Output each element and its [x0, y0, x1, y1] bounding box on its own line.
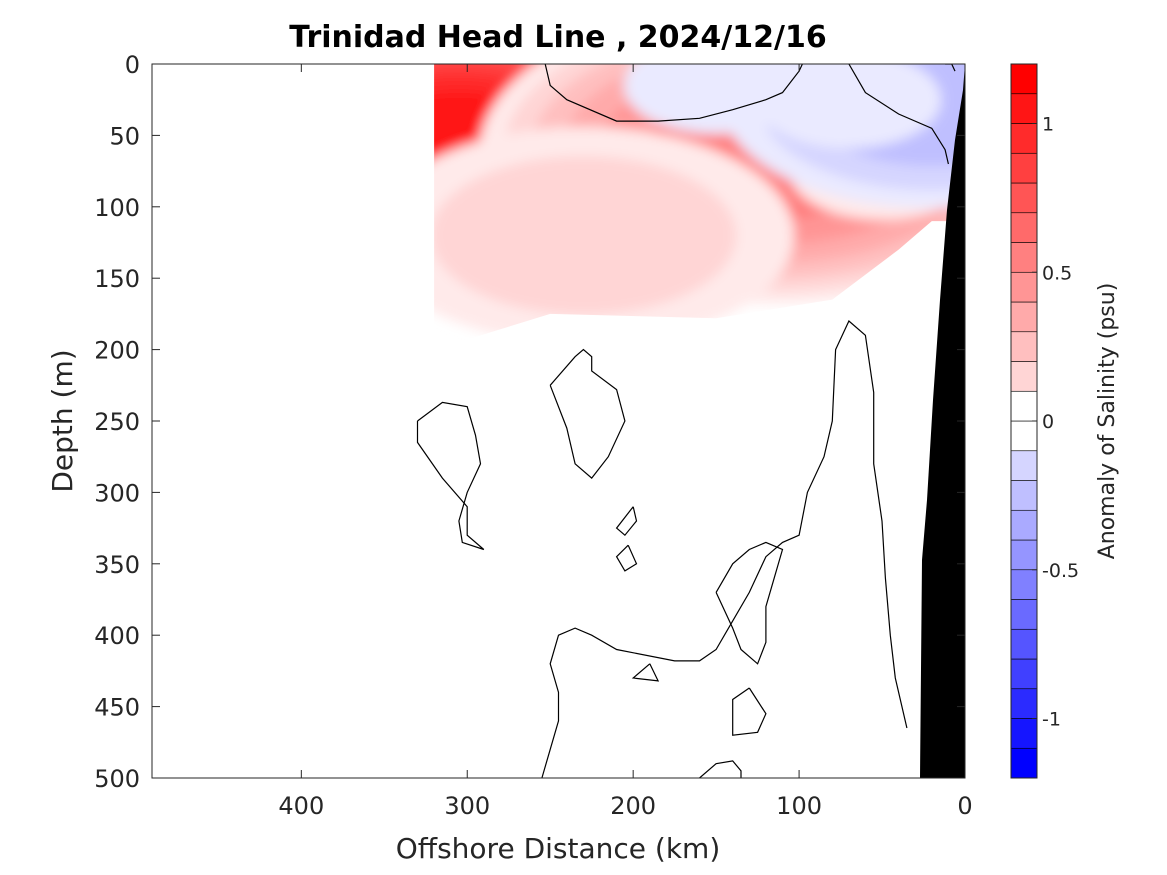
- y-tick-label: 50: [109, 122, 140, 150]
- x-tick-label: 100: [776, 792, 822, 820]
- colorbar-tick-label: 1: [1042, 114, 1054, 136]
- chart-title: Trinidad Head Line , 2024/12/16: [289, 20, 826, 55]
- zero-contour-line: [615, 544, 638, 572]
- y-tick-label: 250: [94, 408, 140, 436]
- colorbar-segment: [1010, 271, 1038, 303]
- anomaly-level-2-2: [430, 156, 737, 315]
- colorbar-segment: [1010, 123, 1038, 154]
- y-tick-label: 100: [94, 194, 140, 222]
- anomaly-field: [152, 64, 965, 778]
- colorbar-segment: [1010, 390, 1038, 422]
- colorbar-segment: [1010, 747, 1038, 779]
- y-tick-label: 300: [94, 479, 140, 507]
- colorbar-segment: [1010, 152, 1038, 184]
- x-tick-label: 0: [957, 792, 972, 820]
- colorbar-tick-label: -1: [1042, 709, 1061, 731]
- colorbar-segment: [1010, 301, 1038, 333]
- y-tick-label: 400: [94, 622, 140, 650]
- y-tick-label: 450: [94, 694, 140, 722]
- zero-contour-line: [541, 320, 908, 778]
- y-axis: 0 50 100 150 200 250 300 350 400 450 500: [94, 51, 965, 793]
- y-tick-label: 200: [94, 337, 140, 365]
- colorbar-segment: [1010, 63, 1038, 95]
- zero-contour-line: [848, 64, 949, 165]
- zero-contour-line: [715, 541, 784, 665]
- colorbar-segment: [1010, 718, 1038, 749]
- colorbar-title: Anomaly of Salinity (psu): [1095, 283, 1120, 560]
- colorbar-segment: [1010, 420, 1038, 452]
- y-tick-label: 350: [94, 551, 140, 579]
- no-data-mask: [152, 64, 435, 778]
- y-axis-title: Depth (m): [46, 349, 79, 492]
- colorbar-segment: [1010, 509, 1038, 541]
- colorbar-segment: [1010, 361, 1038, 392]
- colorbar-segment: [1010, 539, 1038, 571]
- zero-contour-line: [549, 348, 626, 479]
- zero-contour-lines: [416, 64, 956, 778]
- y-tick-label: 150: [94, 265, 140, 293]
- zero-contour-line: [416, 401, 485, 551]
- colorbar-segment: [1010, 658, 1038, 690]
- colorbar: 1 0.5 0 -0.5 -1: [1010, 63, 1079, 779]
- colorbar-segment: [1010, 331, 1038, 362]
- zero-contour-line: [615, 506, 638, 537]
- x-tick-label: 200: [610, 792, 656, 820]
- colorbar-segment: [1010, 569, 1038, 600]
- colorbar-segment: [1010, 450, 1038, 481]
- x-tick-label: 400: [278, 792, 324, 820]
- colorbar-tick-label: -0.5: [1042, 560, 1079, 582]
- y-tick-label: 500: [94, 765, 140, 793]
- colorbar-segment: [1010, 93, 1038, 124]
- colorbar-segment: [1010, 212, 1038, 243]
- colorbar-tick-label: 0.5: [1042, 262, 1072, 284]
- x-axis-title: Offshore Distance (km): [396, 832, 721, 865]
- colorbar-segment: [1010, 242, 1038, 273]
- colorbar-tick-label: 0: [1042, 411, 1054, 433]
- colorbar-segment: [1010, 480, 1038, 511]
- zero-contour-line: [945, 64, 956, 72]
- zero-contour-line: [544, 64, 803, 122]
- y-tick-label: 0: [125, 51, 140, 79]
- anomaly-level-5-1: [623, 64, 809, 134]
- anomaly-level-6-1: [756, 64, 942, 149]
- no-data-mask-lower: [434, 221, 965, 778]
- colorbar-segment: [1010, 628, 1038, 660]
- x-axis: 400 300 200 100 0: [278, 64, 973, 820]
- zero-contour-line: [732, 687, 767, 736]
- zero-contour-line: [699, 760, 742, 778]
- zero-contour-line: [631, 663, 660, 682]
- x-tick-label: 300: [444, 792, 490, 820]
- continental-shelf-mask: [920, 64, 965, 778]
- colorbar-segment: [1010, 599, 1038, 630]
- colorbar-segment: [1010, 182, 1038, 214]
- colorbar-segment: [1010, 688, 1038, 719]
